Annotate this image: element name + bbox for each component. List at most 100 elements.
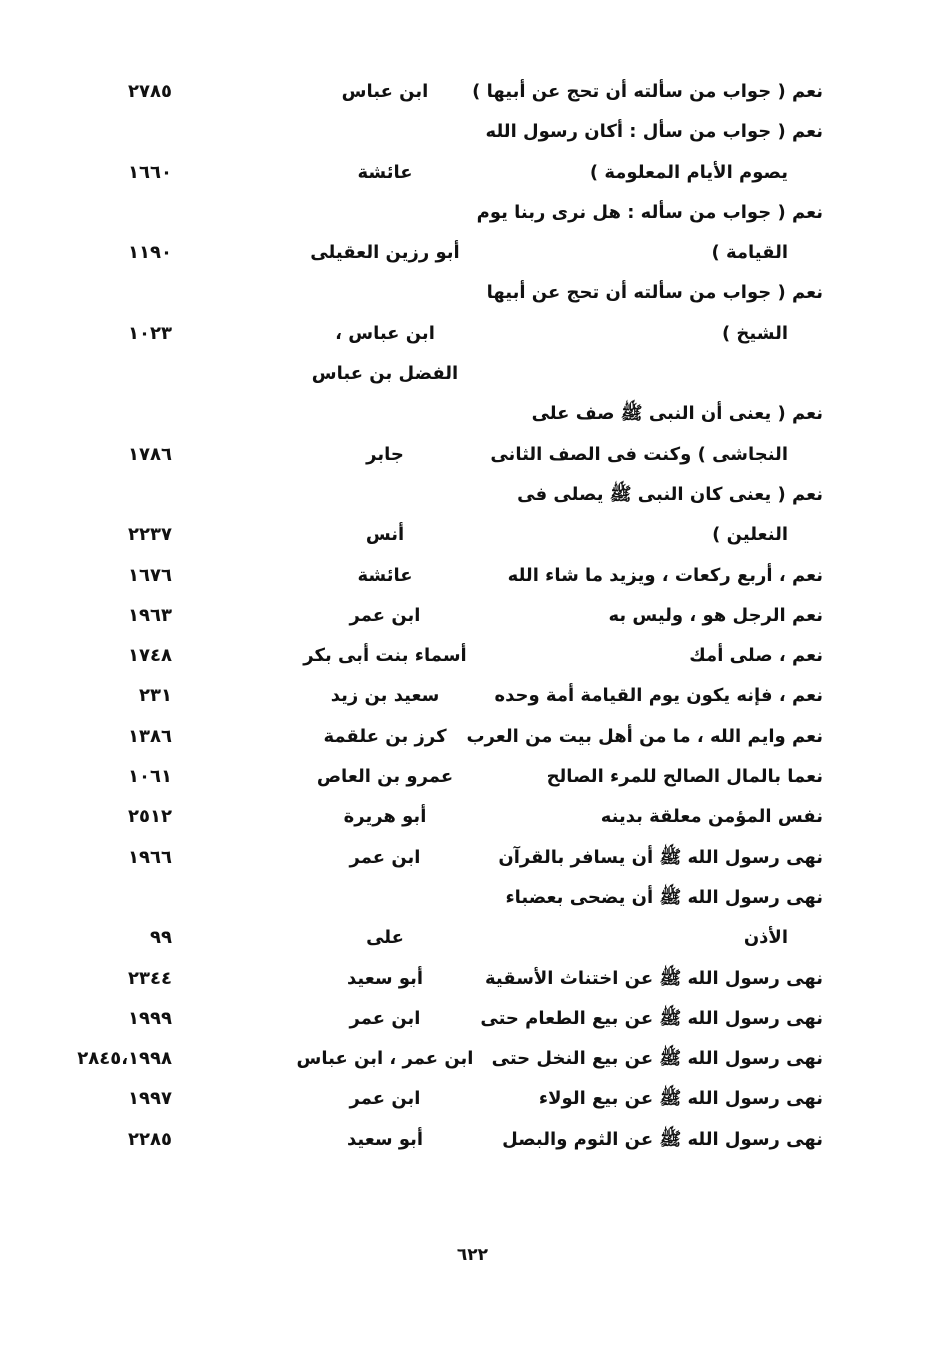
narrator: جابر (366, 443, 404, 465)
hadith-text: الأذن (743, 927, 788, 949)
entry-line: نهى رسول الله ﷺ عن اختناث الأسقية أبو سعي… (0, 959, 945, 999)
hadith-text: نهى رسول الله ﷺ عن اختناث الأسقية (484, 967, 823, 989)
entry-line: نهى رسول الله ﷺ عن بيع الولاء ابن عمر ١٩٩٧ (0, 1079, 945, 1119)
entry-line: نهى رسول الله ﷺ عن بيع الطعام حتى ابن عمر… (0, 999, 945, 1039)
hadith-text: القيامة ) (711, 242, 788, 264)
narrator: ابن عمر (349, 1088, 421, 1110)
index-entry: نعم ( جواب من سأل : أكان رسول الله يصوم ا… (0, 112, 945, 193)
index-entry: نهى رسول الله ﷺ أن يسافر بالقرآن ابن عمر ١… (0, 838, 945, 878)
narrator: أبو هريرة (343, 806, 427, 828)
hadith-number: ٢٢٨٥ (128, 1128, 172, 1150)
entry-line: نهى رسول الله ﷺ عن بيع النخل حتى ابن عمر … (0, 1039, 945, 1079)
hadith-text: نهى رسول الله ﷺ عن بيع الطعام حتى (480, 1007, 823, 1029)
index-entry: نهى رسول الله ﷺ أن يضحى بعضباء الأذن على ٩٩ (0, 878, 945, 959)
narrator: أبو رزين العقيلى (310, 242, 460, 264)
index-entry: نعم ، فإنه يكون يوم القيامة أمة وحده سعيد… (0, 676, 945, 716)
narrator: أبو سعيد (346, 1128, 424, 1150)
narrator: كرز بن علقمة (323, 725, 447, 747)
index-entry: نعم الرجل هو ، وليس به ابن عمر ١٩٦٣ (0, 596, 945, 636)
index-entry: نعم ، صلى أمك أسماء بنت أبى بكر ١٧٤٨ (0, 636, 945, 676)
entry-line: الشيخ ) ابن عباس ، ١٠٢٣ (0, 314, 945, 354)
entry-line: نعم الرجل هو ، وليس به ابن عمر ١٩٦٣ (0, 596, 945, 636)
entry-line: نعم ، أربع ركعات ، ويزيد ما شاء الله عائش… (0, 556, 945, 596)
index-entry: نهى رسول الله ﷺ عن الثوم والبصل أبو سعيد ٢… (0, 1120, 945, 1160)
hadith-number: ٢٨٤٥،١٩٩٨ (77, 1048, 172, 1070)
hadith-text: نعم ، صلى أمك (689, 645, 823, 667)
narrator: عائشة (357, 161, 413, 183)
hadith-text: الشيخ ) (721, 322, 788, 344)
narrator: سعيد بن زيد (330, 685, 440, 707)
entry-line: نفس المؤمن معلقة بدينه أبو هريرة ٢٥١٢ (0, 797, 945, 837)
index-entry: نعم ( يعنى كان النبى ﷺ يصلى فى النعلين ) أ… (0, 475, 945, 556)
hadith-number: ١٩٦٣ (128, 604, 172, 626)
entry-line: الأذن على ٩٩ (0, 918, 945, 958)
hadith-text: نعم ( جواب من سألته أن تحج عن أبيها ) (472, 81, 823, 102)
entry-line: نعما بالمال الصالح للمرء الصالح عمرو بن ا… (0, 757, 945, 797)
entry-line: نعم ( جواب من سألته أن تحج عن أبيها (0, 273, 945, 313)
index-entry: نعم ، أربع ركعات ، ويزيد ما شاء الله عائش… (0, 556, 945, 596)
hadith-number: ١٠٦١ (128, 766, 172, 788)
hadith-text: نعم ( جواب من سأله : هل نرى ربنا يوم (476, 201, 823, 223)
index-entry: نعم ( جواب من سأله : هل نرى ربنا يوم القي… (0, 193, 945, 274)
index-entry: نعم ( يعنى أن النبى ﷺ صف على النجاشى ) وك… (0, 394, 945, 475)
entry-line: نعم ( جواب من سأله : هل نرى ربنا يوم (0, 193, 945, 233)
hadith-number: ١١٩٠ (128, 242, 172, 264)
index-entry: نعما بالمال الصالح للمرء الصالح عمرو بن ا… (0, 757, 945, 797)
hadith-text: نعم ، أربع ركعات ، ويزيد ما شاء الله (507, 564, 823, 586)
hadith-text: نعم ، فإنه يكون يوم القيامة أمة وحده (494, 685, 823, 707)
hadith-text: يصوم الأيام المعلومة ) (589, 161, 788, 183)
hadith-number: ٢٣١ (139, 685, 172, 707)
hadith-text: نفس المؤمن معلقة بدينه (600, 806, 823, 828)
hadith-text: نعم ( يعنى كان النبى ﷺ يصلى فى (517, 483, 823, 505)
index-entry: نعم وايم الله ، ما من أهل بيت من العرب كر… (0, 717, 945, 757)
index-entry: نهى رسول الله ﷺ عن بيع الطعام حتى ابن عمر… (0, 999, 945, 1039)
entry-line: النعلين ) أنس ٢٢٣٧ (0, 515, 945, 555)
hadith-number: ١٠٢٣ (128, 322, 172, 344)
hadith-text: نعم ( يعنى أن النبى ﷺ صف على (531, 403, 823, 425)
hadith-number: ٢٢٣٧ (128, 524, 172, 546)
entry-line: نعم ( جواب من سألته أن تحج عن أبيها ) ابن… (0, 72, 945, 112)
entry-line: القيامة ) أبو رزين العقيلى ١١٩٠ (0, 233, 945, 273)
hadith-text: النعلين ) (712, 524, 788, 546)
entry-line: نعم ( يعنى أن النبى ﷺ صف على (0, 394, 945, 434)
page-number: ٦٢٢ (456, 1245, 489, 1265)
hadith-number: ١٦٧٦ (128, 564, 172, 586)
narrator: أنس (365, 524, 405, 546)
hadith-number: ٢٥١٢ (128, 806, 172, 828)
hadith-text: نهى رسول الله ﷺ عن الثوم والبصل (502, 1128, 823, 1150)
narrator: ابن عباس ، (335, 322, 435, 344)
hadith-text: نعما بالمال الصالح للمرء الصالح (546, 766, 823, 788)
index-entry: نعم ( جواب من سألته أن تحج عن أبيها ) ابن… (0, 72, 945, 112)
entry-line: نهى رسول الله ﷺ أن يضحى بعضباء (0, 878, 945, 918)
hadith-text: نعم ( جواب من سأل : أكان رسول الله (485, 121, 823, 143)
hadith-number: ٩٩ (150, 927, 172, 949)
hadith-number: ١٩٦٦ (128, 846, 172, 868)
hadith-number: ٢٧٨٥ (128, 81, 172, 102)
hadith-text: النجاشى ) وكنت فى الصف الثانى (490, 443, 788, 465)
index-entry: نهى رسول الله ﷺ عن اختناث الأسقية أبو سعي… (0, 959, 945, 999)
index-entry: نهى رسول الله ﷺ عن بيع الولاء ابن عمر ١٩٩٧ (0, 1079, 945, 1119)
entry-line: نهى رسول الله ﷺ أن يسافر بالقرآن ابن عمر ١… (0, 838, 945, 878)
entry-line: يصوم الأيام المعلومة ) عائشة ١٦٦٠ (0, 153, 945, 193)
hadith-number: ١٩٩٧ (128, 1088, 172, 1110)
hadith-number: ٢٣٤٤ (128, 967, 172, 989)
hadith-text: نعم ( جواب من سألته أن تحج عن أبيها (486, 282, 823, 304)
hadith-number: ١٧٨٦ (128, 443, 172, 465)
narrator: أسماء بنت أبى بكر (303, 645, 467, 667)
narrator: الفضل بن عباس (311, 363, 459, 385)
index-entry: نعم ( جواب من سألته أن تحج عن أبيها الشيخ… (0, 273, 945, 394)
entry-line: النجاشى ) وكنت فى الصف الثانى جابر ١٧٨٦ (0, 435, 945, 475)
hadith-number: ١٧٤٨ (128, 645, 172, 667)
index-entry: نهى رسول الله ﷺ عن بيع النخل حتى ابن عمر … (0, 1039, 945, 1079)
narrator: ابن عمر ، ابن عباس (296, 1048, 474, 1070)
entry-line: نعم وايم الله ، ما من أهل بيت من العرب كر… (0, 717, 945, 757)
hadith-number: ١٣٨٦ (128, 725, 172, 747)
hadith-text: نهى رسول الله ﷺ عن بيع الولاء (538, 1088, 823, 1110)
hadith-text: نهى رسول الله ﷺ أن يضحى بعضباء (505, 886, 823, 908)
hadith-text: نعم وايم الله ، ما من أهل بيت من العرب (466, 725, 823, 747)
entry-line: نعم ( يعنى كان النبى ﷺ يصلى فى (0, 475, 945, 515)
hadith-text: نهى رسول الله ﷺ أن يسافر بالقرآن (498, 846, 823, 868)
hadith-number: ١٩٩٩ (128, 1007, 172, 1029)
entry-line: نعم ، فإنه يكون يوم القيامة أمة وحده سعيد… (0, 676, 945, 716)
entry-line: نعم ، صلى أمك أسماء بنت أبى بكر ١٧٤٨ (0, 636, 945, 676)
